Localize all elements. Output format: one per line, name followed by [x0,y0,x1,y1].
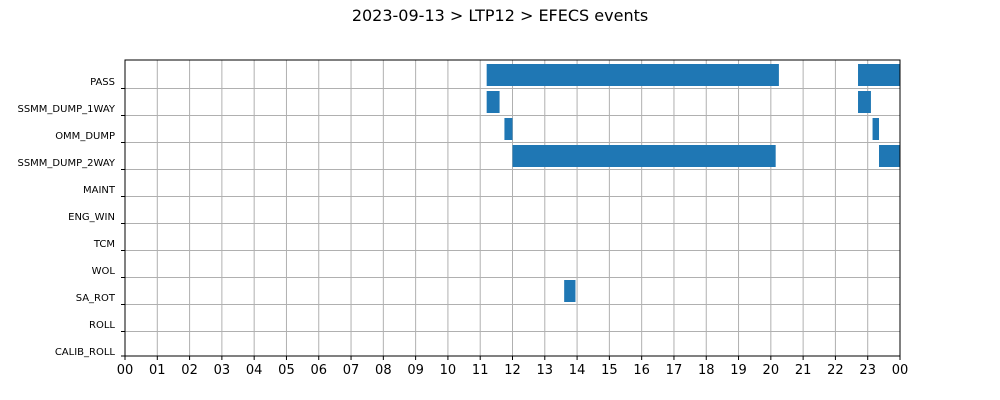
x-tick-label: 20 [763,363,780,378]
y-tick-label: CALIB_ROLL [55,347,116,358]
x-tick-label: 04 [246,363,263,378]
chart-title: 2023-09-13 > LTP12 > EFECS events [351,6,649,25]
x-tick-label: 22 [827,363,844,378]
x-tick-label: 01 [149,363,166,378]
event-bar [486,91,500,113]
y-tick-label: SSMM_DUMP_1WAY [17,104,115,115]
x-tick-label: 19 [730,363,747,378]
x-tick-label: 03 [214,363,231,378]
x-tick-label: 00 [892,363,909,378]
y-tick-label: MAINT [83,185,116,196]
y-tick-label: TCM [93,239,115,250]
x-tick-label: 09 [407,363,424,378]
x-tick-label: 06 [310,363,327,378]
event-bar [512,145,776,167]
x-tick-label: 15 [601,363,618,378]
x-tick-label: 21 [795,363,812,378]
y-tick-label: OMM_DUMP [55,131,115,142]
x-tick-label: 18 [698,363,715,378]
y-tick-label: SA_ROT [76,293,116,304]
event-bar [504,118,513,140]
x-tick-label: 08 [375,363,392,378]
x-tick-label: 00 [117,363,134,378]
event-bar [858,91,871,113]
event-bar [564,280,576,302]
event-bar [858,64,900,86]
x-tick-label: 13 [537,363,554,378]
x-tick-label: 17 [666,363,683,378]
x-tick-label: 07 [343,363,360,378]
y-tick-label: WOL [92,266,116,277]
x-tick-label: 16 [633,363,650,378]
y-tick-label: ROLL [89,320,115,331]
x-tick-label: 05 [278,363,295,378]
y-tick-label: PASS [90,77,115,88]
axis-ticks: 00 01 02 03 04 05 06 07 08 09 10 11 12 13 14 15 16 17 18 19… [17,77,908,378]
event-bar [872,118,880,140]
event-bar [879,145,900,167]
y-tick-label: SSMM_DUMP_2WAY [17,158,115,169]
x-tick-label: 12 [504,363,521,378]
x-tick-label: 02 [181,363,198,378]
x-tick-label: 10 [440,363,457,378]
event-bars [486,64,900,302]
x-tick-label: 11 [472,363,489,378]
y-tick-label: ENG_WIN [68,212,115,223]
event-bar [486,64,779,86]
grid [125,60,900,356]
x-tick-label: 23 [859,363,876,378]
x-tick-label: 14 [569,363,586,378]
